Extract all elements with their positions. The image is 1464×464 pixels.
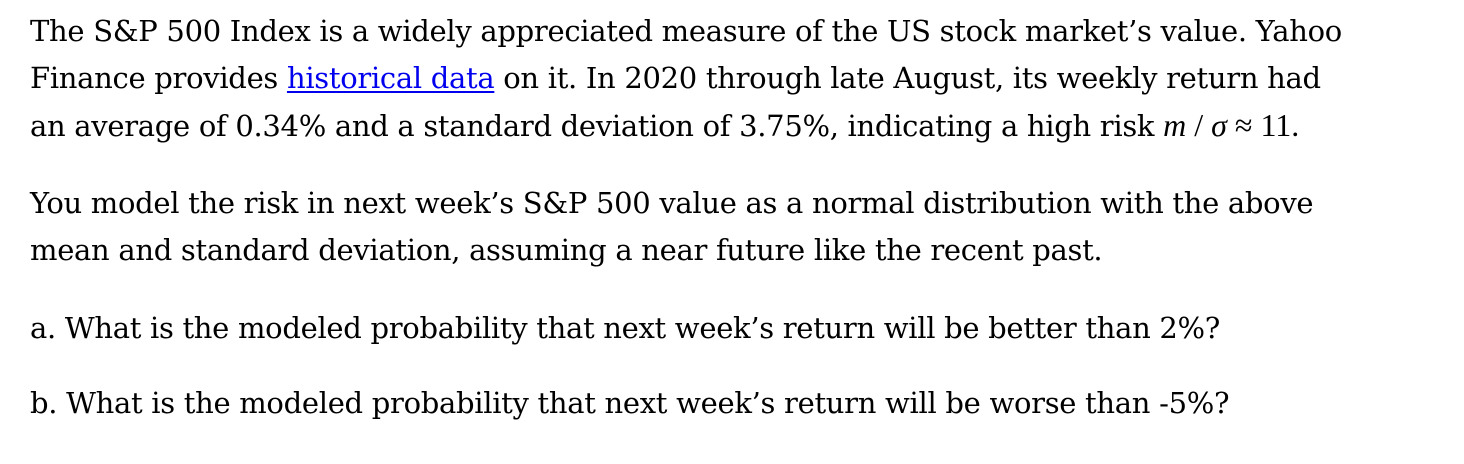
question-b-text: b. What is the modeled probability that … [30,386,1230,420]
intro-line-3-text: an average of 0.34% and a standard devia… [30,109,1164,143]
ratio-value: 11. [1260,107,1300,143]
ratio-approx-sign: ≈ [1226,107,1261,143]
question-a: a. What is the modeled probability that … [30,305,1220,352]
intro-line-2: Finance provides historical data on it. … [30,55,1342,102]
intro-line-3: an average of 0.34% and a standard devia… [30,102,1342,149]
model-line-1: You model the risk in next week’s S&P 50… [30,186,1314,220]
ratio-slash: / [1186,107,1212,143]
intro-paragraph: The S&P 500 Index is a widely appreciate… [30,8,1342,149]
question-b: b. What is the modeled probability that … [30,380,1230,427]
ratio-numerator: m [1163,107,1187,143]
intro-line-2-end: on it. In 2020 through late August, its … [494,61,1321,95]
intro-line-1: The S&P 500 Index is a widely appreciate… [30,14,1342,48]
risk-ratio-formula: m / σ ≈ 11. [1163,107,1299,143]
model-paragraph: You model the risk in next week’s S&P 50… [30,180,1314,274]
ratio-denominator: σ [1211,107,1227,143]
intro-line-2-start: Finance provides [30,61,287,95]
model-line-2: mean and standard deviation, assuming a … [30,233,1103,267]
question-a-text: a. What is the modeled probability that … [30,311,1221,345]
historical-data-link[interactable]: historical data [286,61,495,95]
